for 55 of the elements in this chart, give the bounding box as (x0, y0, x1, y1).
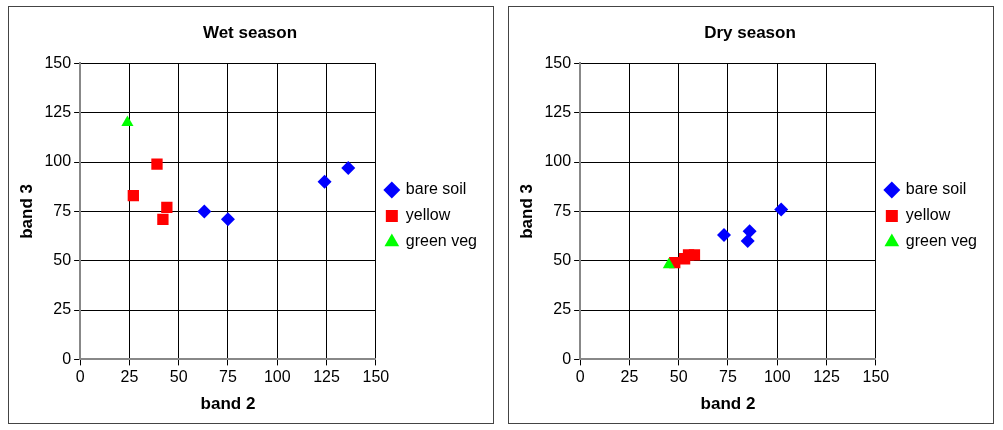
legend-label: green veg (405, 232, 478, 250)
x-tick-label: 50 (169, 368, 188, 386)
chart-title: Wet season (202, 22, 298, 42)
legend-label: bare soil (905, 180, 967, 198)
point (157, 213, 169, 225)
y-tick-label: 0 (562, 349, 572, 367)
point (341, 160, 356, 175)
point (717, 228, 732, 243)
y-tick-label: 25 (553, 300, 572, 318)
y-tick-label: 125 (44, 103, 72, 121)
y-tick-label: 150 (44, 53, 72, 71)
point (740, 234, 755, 248)
point (197, 204, 212, 219)
point (151, 158, 163, 170)
point (121, 115, 134, 127)
x-tick-label: 75 (719, 368, 737, 386)
point (662, 257, 675, 269)
x-tick-label: 0 (75, 368, 85, 386)
x-tick-label: 125 (313, 368, 340, 386)
legend-label: bare soil (405, 180, 467, 198)
y-tick-label: 75 (53, 201, 72, 219)
chart-title: Dry season (704, 22, 796, 42)
x-tick-label: 100 (263, 368, 291, 386)
x-tick-label: 0 (575, 368, 585, 386)
y-axis-title: band 3 (16, 184, 36, 239)
x-tick-label: 25 (120, 368, 139, 386)
x-tick-label: 75 (219, 368, 237, 386)
y-tick-label: 25 (53, 300, 72, 318)
legend-label: yellow (405, 206, 451, 224)
x-tick-label: 25 (620, 368, 639, 386)
x-tick-label: 150 (362, 368, 390, 386)
point (688, 249, 701, 261)
x-axis-title: band 2 (200, 394, 256, 414)
point (317, 174, 332, 189)
point (161, 201, 173, 214)
y-tick-label: 150 (544, 53, 572, 71)
y-tick-label: 50 (53, 251, 72, 269)
point (127, 189, 139, 202)
y-tick-label: 75 (553, 201, 572, 219)
x-tick-label: 125 (813, 368, 840, 386)
y-axis-title: band 3 (516, 184, 536, 239)
point (774, 202, 789, 217)
x-tick-label: 50 (669, 368, 688, 386)
legend-label: green veg (905, 232, 978, 250)
x-axis-title: band 2 (700, 394, 756, 414)
x-tick-label: 150 (862, 368, 890, 386)
legend-label: yellow (905, 206, 951, 224)
y-tick-label: 100 (544, 152, 572, 170)
point (220, 212, 235, 227)
point (742, 224, 757, 239)
y-tick-label: 0 (62, 349, 72, 367)
y-tick-label: 50 (553, 251, 572, 269)
x-tick-label: 100 (763, 368, 791, 386)
y-tick-label: 100 (44, 152, 72, 170)
y-tick-label: 125 (544, 103, 572, 121)
